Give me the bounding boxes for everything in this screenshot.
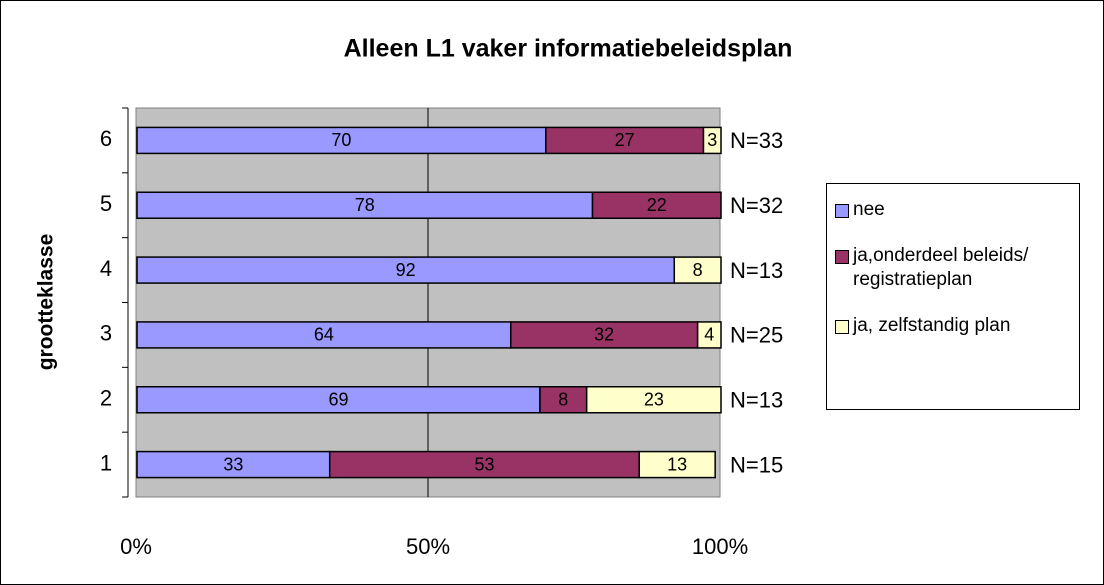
annotation: N=13 xyxy=(730,388,783,413)
bar-segment xyxy=(510,321,699,349)
bar-segment xyxy=(136,191,594,219)
data-label: 33 xyxy=(223,454,243,474)
data-label: 27 xyxy=(615,130,635,150)
data-label: 3 xyxy=(707,130,717,150)
annotation: N=33 xyxy=(730,128,783,153)
bar-segment xyxy=(136,386,541,414)
legend-item: ja, zelfstandig plan xyxy=(835,314,1071,338)
data-label: 69 xyxy=(328,390,348,410)
y-axis-label: grootteklasse xyxy=(35,234,58,371)
y-tick-label: 3 xyxy=(100,321,112,346)
data-label: 70 xyxy=(331,130,351,150)
y-tick-label: 4 xyxy=(100,256,112,281)
bar-segment xyxy=(136,321,512,349)
x-tick-label: 0% xyxy=(120,534,152,559)
legend-label: ja, zelfstandig plan xyxy=(853,315,1011,336)
data-label: 53 xyxy=(474,454,494,474)
annotation: N=32 xyxy=(730,193,783,218)
chart-title: Alleen L1 vaker informatiebeleidsplan xyxy=(344,35,793,63)
bar-segment xyxy=(585,386,722,414)
legend-item: ja,onderdeel beleids/ registratieplan xyxy=(835,244,1071,292)
legend-swatch xyxy=(835,250,849,264)
annotation: N=25 xyxy=(730,323,783,348)
data-label: 23 xyxy=(644,390,664,410)
data-label: 22 xyxy=(647,195,667,215)
data-label: 32 xyxy=(594,325,614,345)
legend-swatch xyxy=(835,204,849,218)
data-label: 13 xyxy=(667,454,687,474)
x-tick-label: 100% xyxy=(692,534,748,559)
legend-label: ja,onderdeel beleids/ registratieplan xyxy=(853,245,1029,290)
bar-segment xyxy=(591,191,722,219)
annotation: N=13 xyxy=(730,258,783,283)
legend: nee ja,onderdeel beleids/ registratieplan… xyxy=(826,183,1080,410)
data-label: 92 xyxy=(396,260,416,280)
bar-segment xyxy=(696,321,722,349)
bar-segment xyxy=(539,386,588,414)
legend-swatch xyxy=(835,320,849,334)
y-tick-label: 5 xyxy=(100,191,112,216)
data-label: 8 xyxy=(558,390,568,410)
legend-label: nee xyxy=(853,199,885,220)
y-tick-label: 2 xyxy=(100,386,112,411)
data-label: 78 xyxy=(355,195,375,215)
legend-item: nee xyxy=(835,198,1071,222)
y-tick-label: 1 xyxy=(100,450,112,475)
x-tick-label: 50% xyxy=(406,534,450,559)
bar-segment xyxy=(673,256,722,284)
data-label: 8 xyxy=(693,260,703,280)
y-tick-label: 6 xyxy=(100,126,112,151)
annotation: N=15 xyxy=(730,452,783,477)
bar-segment xyxy=(638,450,716,479)
bar-segment xyxy=(328,450,640,479)
data-label: 4 xyxy=(704,325,714,345)
bar-segment xyxy=(702,126,722,155)
data-label: 64 xyxy=(314,325,334,345)
